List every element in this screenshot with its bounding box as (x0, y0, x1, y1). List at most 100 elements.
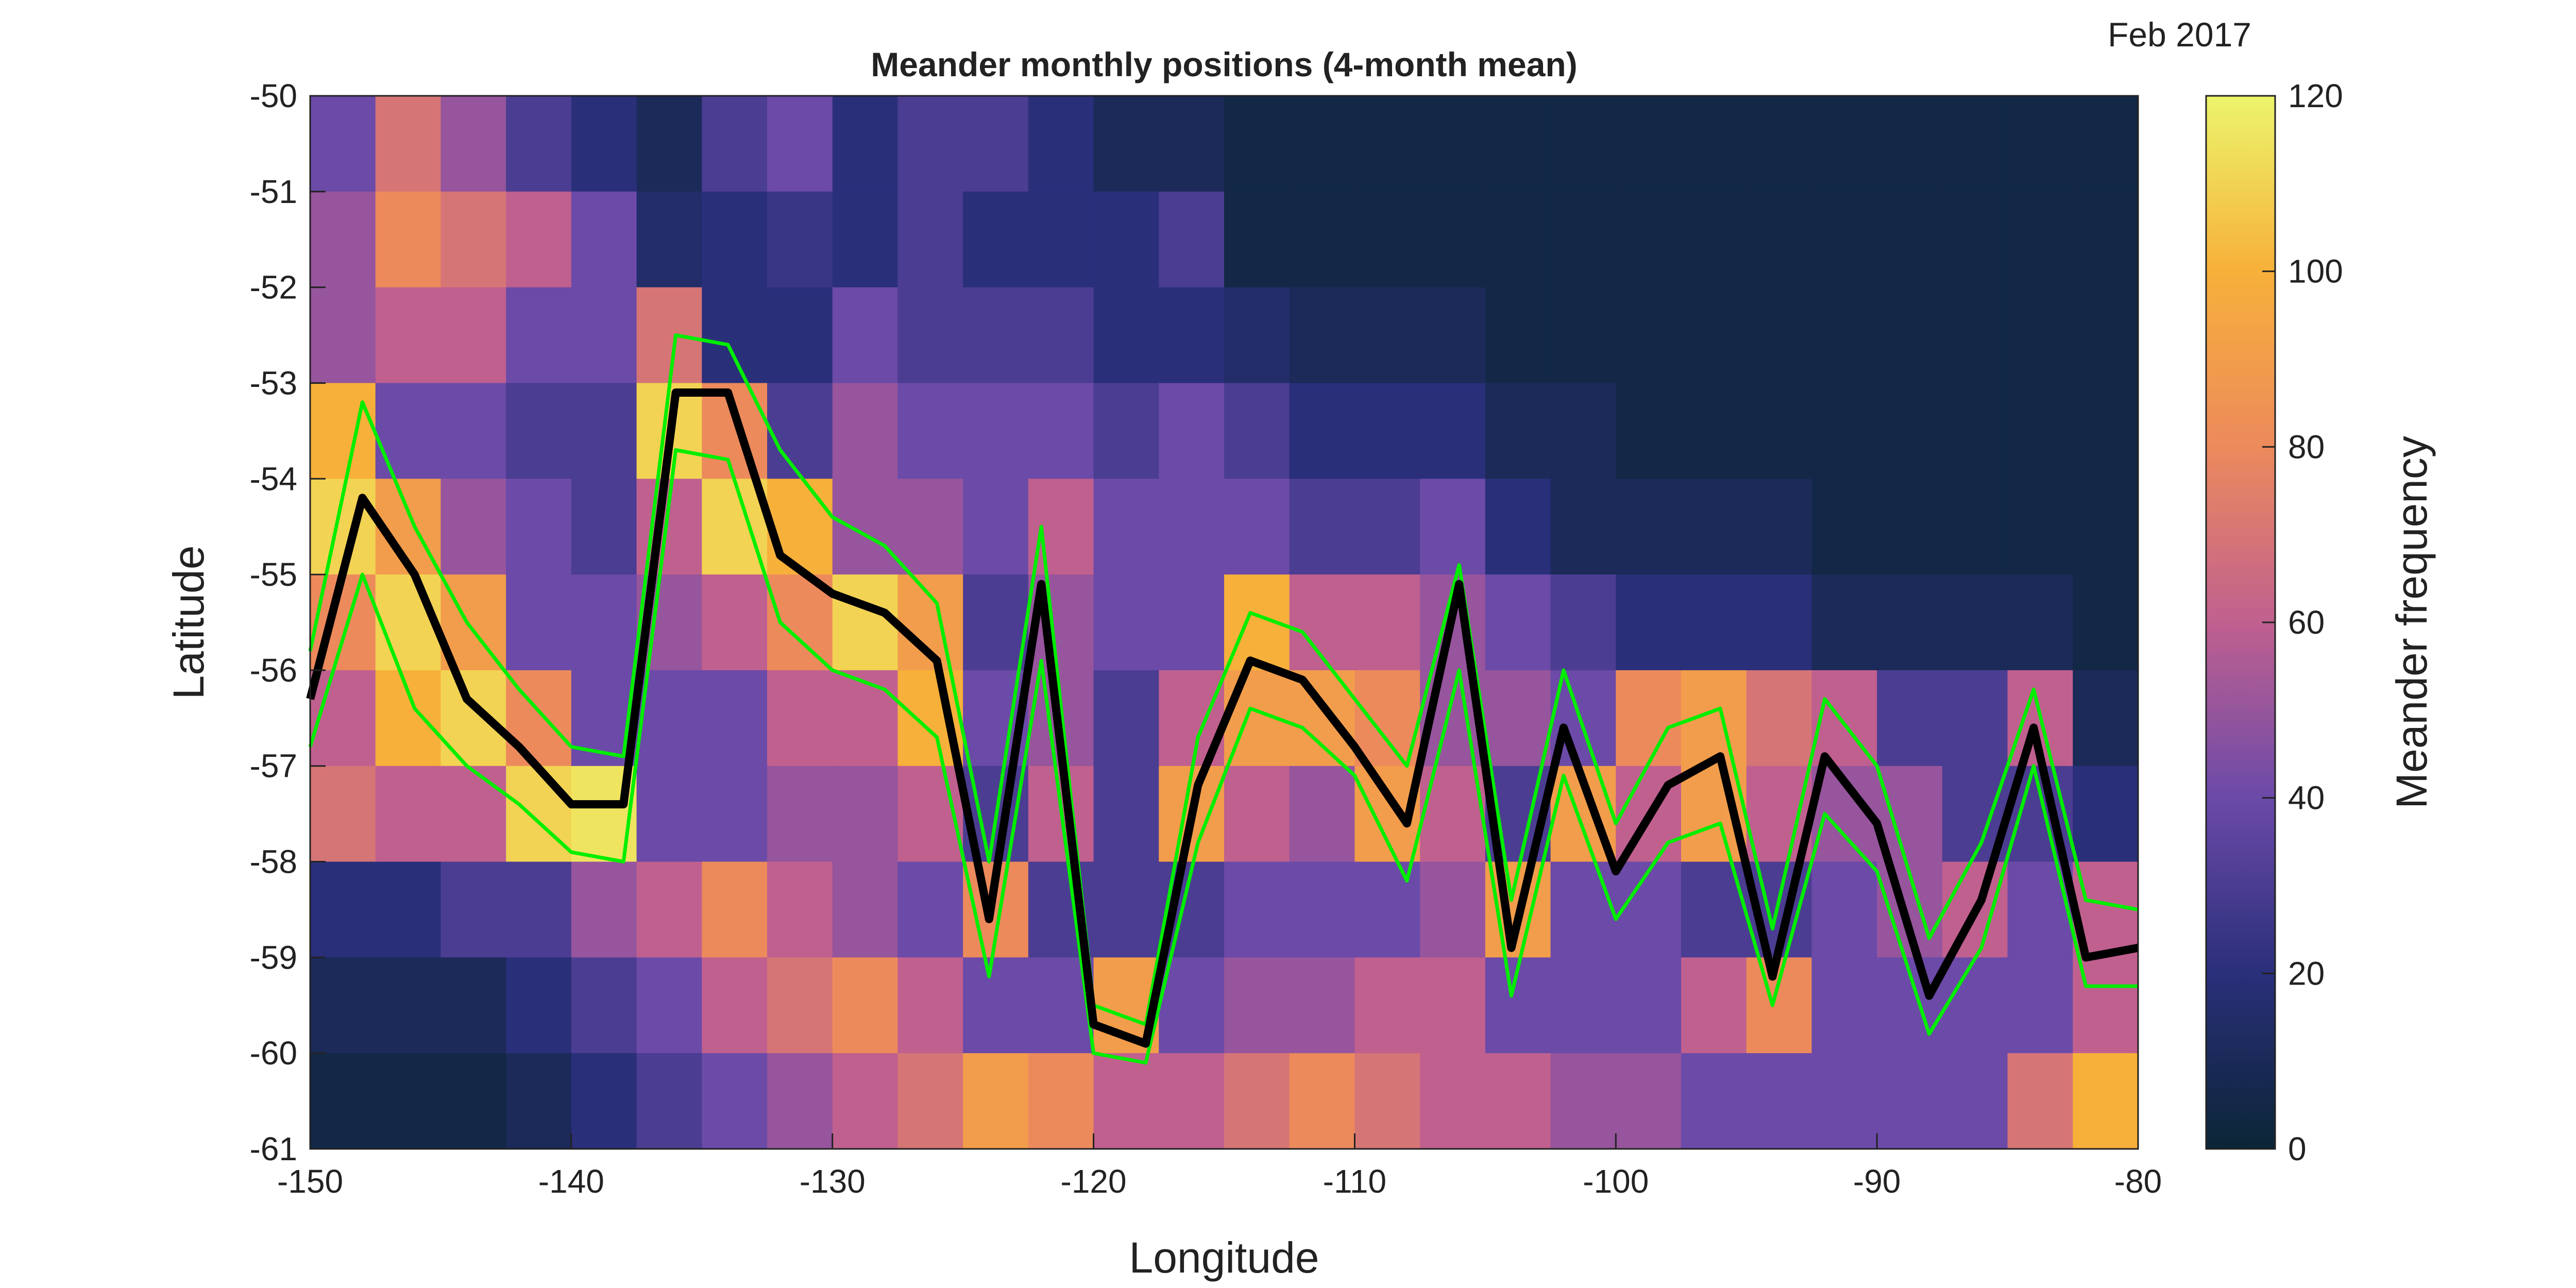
heatmap-cell (963, 287, 1029, 384)
heatmap-cell (636, 957, 703, 1054)
heatmap-cell (1093, 1053, 1160, 1149)
heatmap-cell (832, 861, 899, 958)
heatmap-cell (375, 861, 442, 958)
heatmap-cell (897, 383, 963, 480)
heatmap-cell (1485, 383, 1551, 480)
heatmap-cell (832, 1053, 899, 1149)
y-tick-label: -55 (250, 556, 298, 593)
heatmap-cell (1746, 479, 1812, 575)
heatmap-cell (1811, 191, 1877, 288)
heatmap-cell (1811, 96, 1877, 192)
heatmap-cell (1681, 479, 1747, 575)
heatmap-cell (1420, 861, 1486, 958)
heatmap-cell (897, 861, 963, 958)
heatmap-cell (506, 1053, 572, 1149)
heatmap-cell (1289, 287, 1355, 384)
heatmap-cell (1942, 191, 2008, 288)
x-tick-label: -130 (800, 1163, 866, 1200)
colorbar-tick-label: 20 (2288, 955, 2325, 992)
heatmap-cell (1616, 861, 1682, 958)
heatmap-cell (1093, 766, 1160, 862)
heatmap-cell (702, 1053, 768, 1149)
x-tick-label: -100 (1583, 1163, 1649, 1200)
heatmap-cell (1354, 957, 1420, 1054)
heatmap-cell (1877, 574, 1943, 671)
x-tick-label: -120 (1061, 1163, 1127, 1200)
heatmap-cell (1093, 861, 1160, 958)
heatmap-cell (1550, 861, 1617, 958)
heatmap-cell (1877, 287, 1943, 384)
heatmap-cell (1681, 574, 1747, 671)
heatmap-cell (1550, 479, 1617, 575)
heatmap-cell (2007, 383, 2074, 480)
heatmap-cell (767, 861, 833, 958)
heatmap-cell (1420, 957, 1486, 1054)
heatmap-cell (375, 957, 442, 1054)
heatmap-cell (2007, 574, 2074, 671)
heatmap-cell (571, 287, 637, 384)
series-line (306, 388, 2139, 1048)
colorbar-tick-label: 40 (2288, 779, 2325, 817)
heatmap-cell (440, 96, 506, 192)
heatmap-cell (1093, 191, 1160, 288)
heatmap-cell (440, 861, 506, 958)
colorbar-tick-label: 60 (2288, 604, 2325, 641)
heatmap-cell (832, 383, 899, 480)
heatmap-cell (1485, 670, 1551, 767)
heatmap-cell (375, 670, 442, 767)
heatmap-cell (2007, 1053, 2074, 1149)
heatmap (310, 96, 2139, 1149)
heatmap-cell (2073, 383, 2139, 480)
heatmap-cell (310, 96, 376, 192)
heatmap-cell (375, 96, 442, 192)
colorbar-tick-label: 80 (2288, 428, 2325, 465)
x-tick-label: -150 (277, 1163, 343, 1200)
heatmap-cell (897, 191, 963, 288)
heatmap-cell (1224, 957, 1290, 1054)
y-tick-label: -52 (250, 269, 298, 306)
heatmap-cell (2073, 96, 2139, 192)
heatmap-cell (963, 383, 1029, 480)
heatmap-cell (1354, 574, 1420, 671)
heatmap-cell (1420, 96, 1486, 192)
heatmap-cell (1616, 1053, 1682, 1149)
heatmap-cell (1289, 957, 1355, 1054)
heatmap-cell (1942, 1053, 2008, 1149)
heatmap-cell (1681, 383, 1747, 480)
series-line (308, 333, 2139, 1026)
heatmap-cell (1746, 957, 1812, 1054)
heatmap-cell (1420, 383, 1486, 480)
heatmap-cell (636, 287, 703, 384)
heatmap-cell (1877, 96, 1943, 192)
heatmap-cell (1942, 479, 2008, 575)
heatmap-cell (897, 957, 963, 1054)
heatmap-cell (1811, 479, 1877, 575)
heatmap-cell (1942, 574, 2008, 671)
heatmap-cell (1616, 574, 1682, 671)
heatmap-cell (1289, 383, 1355, 480)
heatmap-cell (1485, 191, 1551, 288)
heatmap-cell (1811, 1053, 1877, 1149)
heatmap-cell (310, 861, 376, 958)
heatmap-cell (440, 957, 506, 1054)
heatmap-cell (702, 670, 768, 767)
heatmap-cell (2007, 96, 2074, 192)
heatmap-cell (1550, 574, 1617, 671)
y-tick-label: -61 (250, 1130, 298, 1167)
heatmap-cell (767, 191, 833, 288)
heatmap-cell (1681, 191, 1747, 288)
heatmap-cell (506, 957, 572, 1054)
heatmap-cell (1159, 96, 1225, 192)
heatmap-cell (1746, 670, 1812, 767)
heatmap-cell (1942, 670, 2008, 767)
heatmap-cell (506, 96, 572, 192)
heatmap-cell (1224, 861, 1290, 958)
lines (306, 333, 2139, 1065)
heatmap-cell (1354, 1053, 1420, 1149)
heatmap-cell (1289, 96, 1355, 192)
heatmap-cell (832, 96, 899, 192)
heatmap-cell (1550, 957, 1617, 1054)
colorbar-tick-label: 120 (2288, 77, 2343, 114)
heatmap-cell (1159, 1053, 1225, 1149)
x-tick-label: -140 (538, 1163, 604, 1200)
